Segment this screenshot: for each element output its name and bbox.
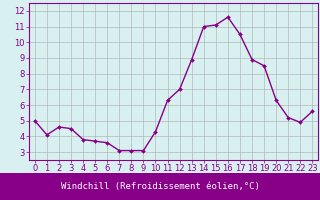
Text: Windchill (Refroidissement éolien,°C): Windchill (Refroidissement éolien,°C)	[60, 182, 260, 191]
